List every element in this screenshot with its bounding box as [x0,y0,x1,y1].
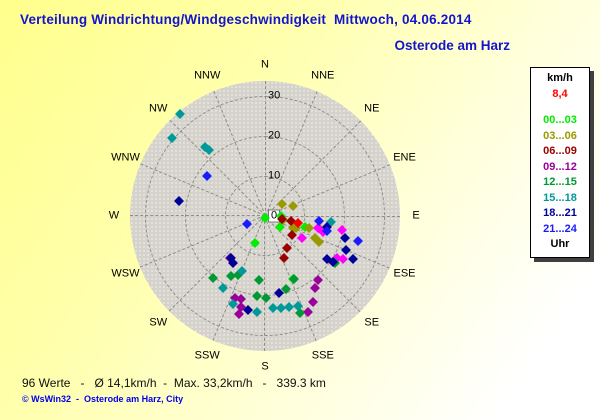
legend-item: 18...21 [543,207,577,219]
compass-label-wnw: WNW [111,151,140,164]
compass-label-ese: ESE [393,267,416,280]
compass-label-ene: ENE [393,151,416,164]
legend-item: 15...18 [543,191,577,204]
legend-items: 00...03 03...06 06...09 09...12 12...15 15...… [543,102,577,237]
legend-unit-label: km/h [547,72,573,84]
compass-label-se: SE [364,316,380,329]
radial-tick-label: 20 [268,129,281,142]
compass-label-n: N [261,58,269,71]
compass-label-ne: NE [364,102,380,115]
compass-label-w: W [108,209,120,222]
grid-circle [145,96,385,336]
compass-label-sw: SW [149,316,168,329]
compass-label-ssw: SSW [194,348,220,361]
compass-label-nne: NNE [311,69,335,82]
compass-label-wsw: WSW [111,267,140,280]
legend-item: 06...09 [543,145,577,157]
legend-item: 21...24 [543,222,577,235]
legend-footer-label: Uhr [550,238,570,250]
compass-label-nnw: NNW [194,69,221,82]
summary-stats: 96 Werte - Ø 14,1km/h - Max. 33,2km/h - … [22,376,326,390]
compass-label-e: E [412,209,420,222]
radial-tick-label: 30 [268,89,281,102]
legend-box: km/h 8,4 00...03 03...06 06...09 09...12 12.… [530,67,590,258]
compass-label-sse: SSE [311,348,334,361]
legend-item: 00...03 [543,114,577,126]
station-name: Osterode am Harz [394,38,510,53]
legend-item: 12...15 [543,176,577,188]
radial-tick-label: 10 [268,169,281,182]
copyright-line: © WsWin32 - Osterode am Harz, City [22,394,184,404]
legend-item: 09...12 [543,160,577,173]
legend-item: 03...06 [543,129,577,142]
compass-label-s: S [261,360,269,373]
legend-current-value: 8,4 [552,87,568,100]
compass-label-nw: NW [149,102,168,115]
page-title: Verteilung Windrichtung/Windgeschwindigk… [20,12,472,27]
